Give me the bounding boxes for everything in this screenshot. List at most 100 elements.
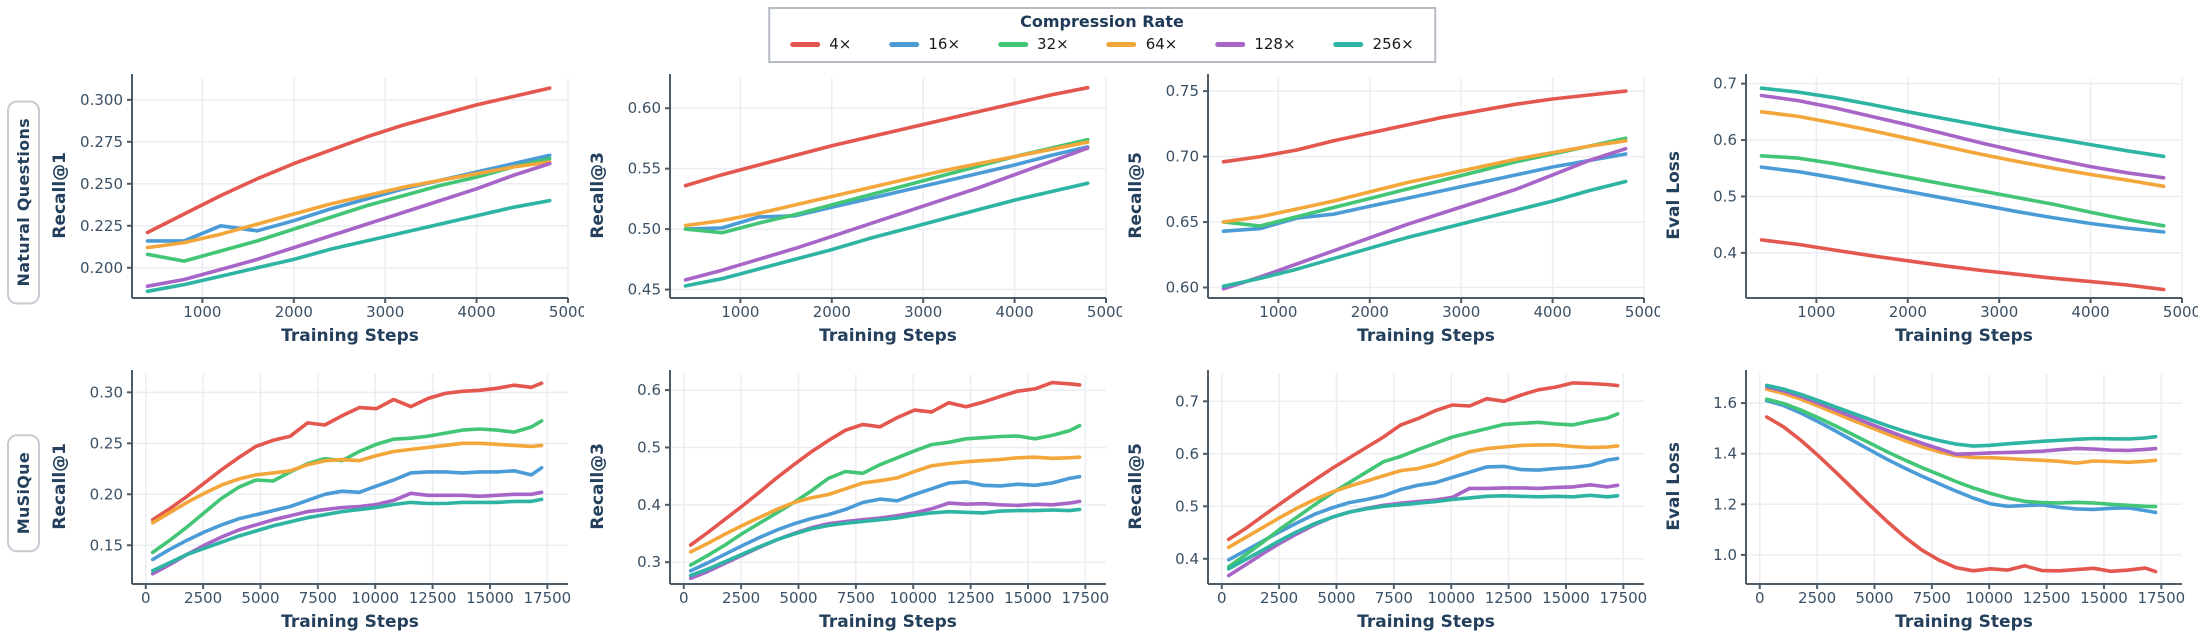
y-tick-label: 0.6 [637, 381, 661, 399]
series-line-128x [683, 146, 1090, 282]
row-musique: MuSiQue Recall@1 0 2500 5000 7500 10000 12500… [0, 350, 2198, 636]
x-tick-label: 0 [1755, 589, 1765, 607]
y-tick-label: 0.30 [90, 383, 123, 401]
plot-area: 1000 2000 3000 4000 5000 0.60 0.65 0.70 0.75 [1150, 66, 1660, 324]
series-line-256x [1226, 493, 1620, 571]
series-line-128x [145, 161, 552, 288]
x-tick-label: 2500 [1798, 589, 1836, 607]
x-tick-label: 1000 [1797, 303, 1835, 321]
x-tick-label: 2000 [1889, 303, 1927, 321]
y-tick-label: 1.2 [1713, 495, 1737, 513]
y-axis-label-wrap: Recall@1 [46, 362, 74, 610]
y-tick-label: 0.300 [80, 91, 123, 109]
legend: Compression Rate 4× 16× 32× 64× 128× 256× [768, 7, 1436, 63]
x-tick-label: 7500 [837, 589, 875, 607]
x-tick-label: 15000 [1004, 589, 1052, 607]
x-tick-label: 5000 [1317, 589, 1355, 607]
series-line-32x [688, 423, 1082, 567]
legend-item-16x: 16× [889, 35, 960, 53]
series-line-16x [1759, 165, 2166, 234]
legend-label: 256× [1372, 35, 1414, 53]
x-axis-label: Training Steps [281, 326, 419, 346]
legend-title: Compression Rate [1020, 12, 1184, 31]
series-line-4x [1221, 89, 1628, 164]
chart-musique-recall-at-1: Recall@1 0 2500 5000 7500 10000 12500 15000 175… [46, 350, 584, 636]
x-tick-label: 5000 [779, 589, 817, 607]
plot-svg: 1000 2000 3000 4000 5000 0.45 0.50 0.55 0.60 [628, 74, 1122, 321]
y-tick-label: 0.7 [1175, 392, 1199, 410]
x-tick-label: 2000 [275, 303, 313, 321]
plot-area: 0 2500 5000 7500 10000 12500 15000 17500 0.4 0.5 0… [1150, 362, 1660, 610]
x-tick-label: 2500 [184, 589, 222, 607]
y-tick-label: 0.5 [1713, 187, 1737, 205]
series-line-4x [145, 86, 552, 235]
legend-swatch-64x [1106, 41, 1137, 47]
plot-svg: 1000 2000 3000 4000 5000 0.60 0.65 0.70 0.75 [1166, 74, 1660, 321]
x-tick-label: 1000 [1259, 303, 1297, 321]
y-tick-label: 0.25 [90, 434, 123, 452]
row-label-wrap: MuSiQue [0, 350, 46, 636]
x-tick-label: 2000 [813, 303, 851, 321]
series-line-128x [150, 490, 544, 576]
plot-svg: 0 2500 5000 7500 10000 12500 15000 17500 0.15 0.2… [90, 370, 571, 607]
y-tick-label: 0.200 [80, 259, 123, 277]
y-tick-label: 0.50 [628, 220, 661, 238]
charts-row-1: Recall@1 1000 2000 3000 4000 5000 0.200 0.225 0… [46, 54, 2198, 350]
x-tick-label: 7500 [1375, 589, 1413, 607]
series-line-256x [1759, 86, 2166, 159]
plot-svg: 1000 2000 3000 4000 5000 0.200 0.225 0.250 0.275… [80, 74, 584, 321]
series-line-256x [683, 181, 1090, 288]
y-axis-label-wrap: Eval Loss [1660, 66, 1688, 324]
y-tick-label: 0.275 [80, 133, 123, 151]
x-tick-label: 5000 [1625, 303, 1660, 321]
y-tick-label: 0.65 [1166, 213, 1199, 231]
x-tick-label: 15000 [1542, 589, 1590, 607]
legend-swatch-128x [1215, 41, 1246, 47]
x-tick-label: 4000 [996, 303, 1034, 321]
y-tick-label: 0.225 [80, 217, 123, 235]
legend-item-32x: 32× [998, 35, 1069, 53]
x-tick-label: 4000 [2072, 303, 2110, 321]
series-line-256x [145, 198, 552, 294]
chart-nq-recall-at-1: Recall@1 1000 2000 3000 4000 5000 0.200 0.225 0… [46, 54, 584, 350]
series-line-256x [150, 497, 544, 573]
y-tick-label: 0.15 [90, 536, 123, 554]
series-line-4x [1764, 415, 2158, 574]
series-line-64x [1764, 387, 2158, 465]
series-line-32x [150, 419, 544, 555]
x-tick-label: 10000 [1965, 589, 2013, 607]
series-line-64x [145, 160, 552, 250]
x-axis-label: Training Steps [281, 612, 419, 632]
plot-svg: 0 2500 5000 7500 10000 12500 15000 17500 1.0 1.2 1… [1713, 370, 2185, 607]
x-tick-label: 3000 [904, 303, 942, 321]
x-tick-label: 15000 [466, 589, 514, 607]
x-tick-label: 3000 [366, 303, 404, 321]
series-line-16x [688, 474, 1082, 573]
series-line-32x [145, 156, 552, 263]
chart-musique-recall-at-3: Recall@3 0 2500 5000 7500 10000 12500 15000 175… [584, 350, 1122, 636]
chart-nq-recall-at-5: Recall@5 1000 2000 3000 4000 5000 0.60 0.65 0.7… [1122, 54, 1660, 350]
y-tick-label: 0.60 [1166, 279, 1199, 297]
x-tick-label: 15000 [2080, 589, 2128, 607]
x-tick-label: 0 [1217, 589, 1227, 607]
x-tick-label: 2500 [722, 589, 760, 607]
x-tick-label: 7500 [1913, 589, 1951, 607]
series-line-128x [1764, 384, 2158, 456]
y-axis-label: Recall@5 [1126, 442, 1146, 530]
x-tick-label: 3000 [1980, 303, 2018, 321]
series-line-64x [1759, 109, 2166, 189]
legend-items: 4× 16× 32× 64× 128× 256× [790, 35, 1414, 53]
y-axis-label-wrap: Recall@5 [1122, 362, 1150, 610]
series-line-64x [150, 441, 544, 525]
plot-area: 1000 2000 3000 4000 5000 0.45 0.50 0.55 0.60 [612, 66, 1122, 324]
x-tick-label: 5000 [1087, 303, 1122, 321]
plot-area: 0 2500 5000 7500 10000 12500 15000 17500 1.0 1.2 1… [1688, 362, 2198, 610]
series-line-4x [150, 381, 544, 522]
x-tick-label: 17500 [2137, 589, 2185, 607]
series-line-256x [1221, 179, 1628, 288]
x-tick-label: 5000 [1855, 589, 1893, 607]
y-axis-label: Eval Loss [1664, 441, 1684, 531]
x-tick-label: 7500 [299, 589, 337, 607]
x-tick-label: 5000 [2163, 303, 2198, 321]
x-tick-label: 12500 [409, 589, 457, 607]
